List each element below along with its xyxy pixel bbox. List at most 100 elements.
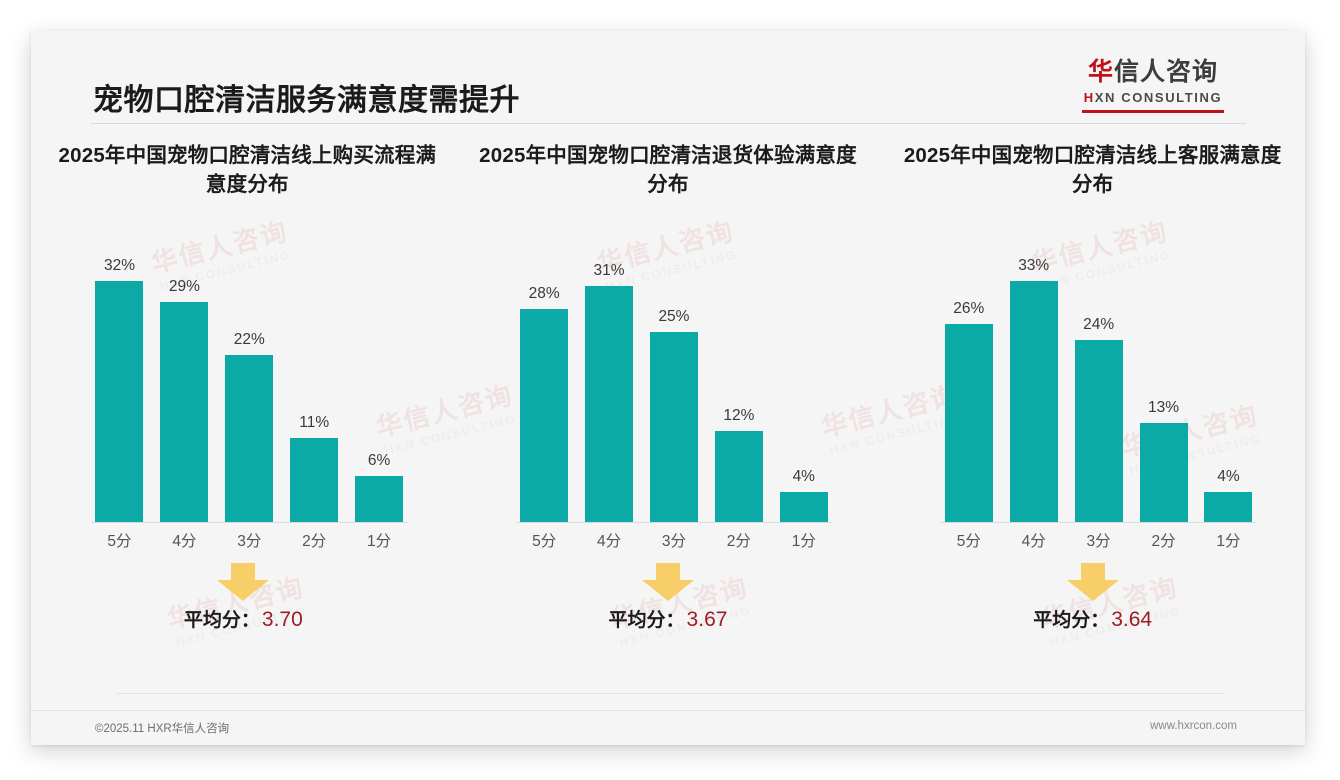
plot-area: 26% 33% 24% 13% 4% <box>940 257 1257 523</box>
bar-value-label: 6% <box>367 452 391 470</box>
x-axis-tick-label: 1分 <box>1216 533 1241 550</box>
x-axis-labels: 5分 4分 3分 2分 1分 <box>91 527 408 557</box>
slide-card: 宠物口腔清洁服务满意度需提升 华信人咨询 HXN CONSULTING 华信人咨… <box>31 31 1305 745</box>
website-link[interactable]: www.hxrcon.com <box>1150 720 1237 732</box>
bar <box>779 491 828 522</box>
footnote-divider <box>117 693 1225 694</box>
x-axis-tick-label: 3分 <box>1086 533 1111 550</box>
bar-value-label: 4% <box>1217 467 1240 485</box>
x-axis-tick-label: 5分 <box>532 533 557 550</box>
average-score-value: 3.67 <box>686 608 728 631</box>
bar-group: 25% <box>645 257 702 522</box>
x-axis-tick-label: 5分 <box>956 533 981 550</box>
bar <box>95 281 144 522</box>
bar-group: 13% <box>1135 257 1192 522</box>
bar-value-label: 12% <box>723 406 755 424</box>
logo-underline-bar <box>1082 109 1224 113</box>
logo-english-text: HXN CONSULTING <box>1083 89 1223 105</box>
average-score-text: 平均分：3.67 <box>609 605 728 632</box>
bar <box>160 301 209 522</box>
average-score-label: 平均分： <box>183 610 260 631</box>
down-arrow-icon <box>641 563 694 601</box>
bar <box>944 324 993 522</box>
bar-value-label: 29% <box>168 277 200 295</box>
x-axis-tick-label: 3分 <box>237 533 262 550</box>
bar-group: 24% <box>1070 257 1127 522</box>
plot-area: 32% 29% 22% 11% 6% <box>91 257 408 523</box>
slide-footer: ©2025.11 HXR华信人咨询 www.hxrcon.com <box>31 710 1305 745</box>
chart-panels-row: 2025年中国宠物口腔清洁线上购买流程满意度分布 32% 29% 22% 11% 6% … <box>31 141 1305 649</box>
bar-value-label: 11% <box>299 414 330 432</box>
average-score-text: 平均分：3.70 <box>184 605 303 632</box>
bar-value-label: 24% <box>1083 315 1115 333</box>
average-score-value: 3.64 <box>1111 608 1153 631</box>
bar <box>1009 281 1058 522</box>
x-axis-tick-label: 3分 <box>661 533 687 550</box>
down-arrow-icon <box>1066 563 1119 601</box>
chart-panel-1: 2025年中国宠物口腔清洁线上购买流程满意度分布 32% 29% 22% 11% 6% … <box>31 141 456 649</box>
down-arrow-icon <box>217 563 270 601</box>
bar-group: 28% <box>516 257 573 522</box>
bar-value-label: 33% <box>1018 257 1050 274</box>
bar-value-label: 25% <box>658 308 690 325</box>
plot-area: 28% 31% 25% 12% 4% <box>515 257 833 523</box>
bar <box>1139 423 1188 522</box>
logo-chinese-text: 华信人咨询 <box>1087 58 1219 86</box>
x-axis-tick-label: 4分 <box>596 533 622 550</box>
copyright-text: ©2025.11 HXR华信人咨询 <box>95 723 230 735</box>
bar-group: 33% <box>1005 257 1062 522</box>
x-axis-labels: 5分 4分 3分 2分 1分 <box>516 527 833 557</box>
bar-value-label: 13% <box>1148 399 1180 417</box>
bar-value-label: 26% <box>953 300 985 318</box>
x-axis-tick-label: 4分 <box>172 533 197 550</box>
average-score-label: 平均分： <box>608 610 685 631</box>
bar-group: 11% <box>286 257 343 522</box>
bar-chart-2: 28% 31% 25% 12% 4% 5分 4分 3分 2分 1分 <box>464 257 873 557</box>
bar-group: 6% <box>351 257 408 522</box>
x-axis-tick-label: 2分 <box>726 533 751 550</box>
bar-group: 4% <box>1200 257 1257 522</box>
bar-group: 22% <box>221 257 278 522</box>
bar <box>649 332 698 522</box>
bar-chart-1: 32% 29% 22% 11% 6% 5分 4分 3分 2分 1分 <box>39 257 448 557</box>
bar <box>290 438 339 522</box>
bar-group: 26% <box>940 257 997 522</box>
average-score-block: 平均分：3.67 <box>464 563 873 649</box>
bar-value-label: 28% <box>528 285 560 303</box>
bar-value-label: 32% <box>103 257 135 274</box>
bar-group: 12% <box>710 257 767 522</box>
bar-value-label: 4% <box>792 467 815 485</box>
bar-group: 31% <box>581 257 638 522</box>
x-axis-tick-label: 4分 <box>1021 533 1046 550</box>
bar-group: 32% <box>91 257 148 522</box>
bar <box>1074 339 1123 522</box>
bar <box>585 286 634 522</box>
bar <box>225 354 274 522</box>
average-score-block: 平均分：3.64 <box>888 563 1297 649</box>
company-logo: 华信人咨询 HXN CONSULTING <box>1063 58 1243 113</box>
chart-title: 2025年中国宠物口腔清洁退货体验满意度分布 <box>479 144 857 197</box>
bar-group: 29% <box>156 257 213 522</box>
bar <box>714 430 763 522</box>
bar <box>520 309 569 522</box>
bar-value-label: 31% <box>593 262 625 280</box>
bar-chart-3: 26% 33% 24% 13% 4% 5分 4分 3分 2分 1分 <box>888 257 1297 557</box>
average-score-value: 3.70 <box>261 608 303 631</box>
x-axis-tick-label: 1分 <box>791 533 816 550</box>
x-axis-tick-label: 2分 <box>302 533 327 550</box>
bar-group: 4% <box>775 257 832 522</box>
x-axis-labels: 5分 4分 3分 2分 1分 <box>940 527 1257 557</box>
average-score-label: 平均分： <box>1033 610 1110 631</box>
chart-panel-2: 2025年中国宠物口腔清洁退货体验满意度分布 28% 31% 25% 12% 4% 5分… <box>456 141 881 649</box>
average-score-block: 平均分：3.70 <box>39 563 448 649</box>
chart-title: 2025年中国宠物口腔清洁线上购买流程满意度分布 <box>58 144 437 197</box>
page-title: 宠物口腔清洁服务满意度需提升 <box>93 84 520 117</box>
bar <box>355 476 404 522</box>
chart-title: 2025年中国宠物口腔清洁线上客服满意度分布 <box>903 144 1282 197</box>
x-axis-tick-label: 5分 <box>107 533 132 550</box>
header-divider <box>91 123 1246 124</box>
average-score-text: 平均分：3.64 <box>1033 605 1152 632</box>
bar-value-label: 22% <box>233 330 265 348</box>
x-axis-tick-label: 2分 <box>1151 533 1176 550</box>
slide-header: 宠物口腔清洁服务满意度需提升 华信人咨询 HXN CONSULTING <box>31 31 1305 124</box>
